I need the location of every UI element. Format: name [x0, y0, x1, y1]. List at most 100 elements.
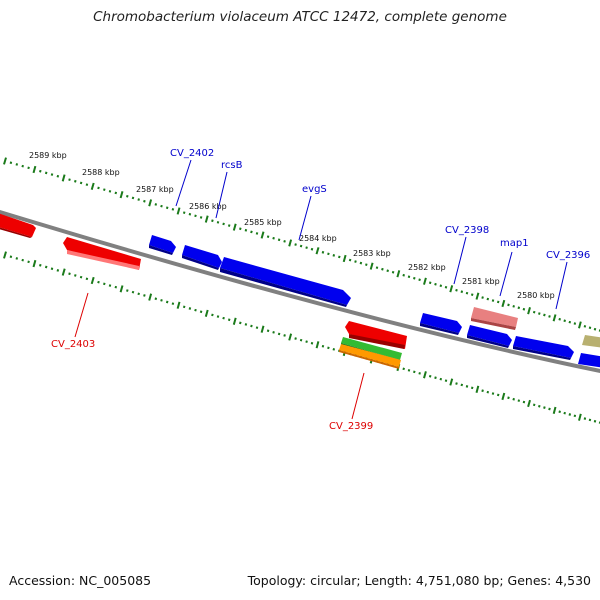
minor-tick — [455, 288, 458, 292]
gene-label-cv2396[interactable]: CV_2396 — [546, 250, 590, 261]
minor-tick — [481, 296, 484, 299]
minor-tick — [50, 173, 54, 176]
gene-cv2396-arrow[interactable] — [513, 336, 574, 360]
minor-tick — [593, 419, 597, 423]
minor-tick — [272, 236, 275, 240]
leader-cv2403 — [74, 292, 89, 338]
gene-label-map1[interactable]: map1 — [500, 238, 529, 249]
major-tick — [396, 270, 401, 278]
minor-tick — [512, 305, 515, 308]
minor-tick — [338, 255, 341, 259]
minor-tick — [588, 418, 592, 422]
minor-tick — [188, 212, 192, 216]
minor-tick — [250, 324, 253, 328]
minor-tick — [137, 292, 140, 296]
minor-tick — [137, 198, 140, 201]
minor-tick — [460, 290, 464, 294]
minor-tick — [294, 243, 297, 246]
scale-label-2585: 2585 kbp — [244, 218, 282, 227]
minor-tick — [56, 174, 60, 178]
major-tick — [204, 309, 209, 317]
scale-label-2580: 2580 kbp — [517, 291, 555, 300]
minor-tick — [496, 393, 500, 397]
major-tick — [32, 259, 37, 268]
minor-tick — [593, 327, 597, 331]
minor-tick — [522, 307, 526, 311]
gene-cv2402-arrow[interactable] — [149, 235, 176, 255]
minor-tick — [543, 313, 546, 317]
major-tick — [232, 317, 237, 325]
gene-cv2403-arrow[interactable] — [63, 237, 141, 270]
leader-cv2399 — [351, 372, 365, 420]
gene-map1-arrow[interactable] — [471, 307, 518, 330]
minor-tick — [310, 247, 314, 251]
minor-tick — [194, 308, 197, 312]
gene-label-cv2398[interactable]: CV_2398 — [445, 225, 489, 236]
minor-tick — [114, 191, 118, 195]
minor-tick — [512, 397, 515, 401]
minor-tick — [126, 289, 129, 292]
major-tick — [176, 301, 181, 309]
gene-evgs-arrow[interactable] — [220, 257, 351, 307]
major-tick — [288, 239, 293, 247]
minor-tick — [21, 164, 24, 168]
minor-tick — [407, 275, 411, 279]
minor-tick — [310, 341, 314, 345]
minor-tick — [143, 294, 146, 297]
major-tick — [369, 262, 374, 270]
minor-tick — [548, 315, 551, 318]
minor-tick — [160, 204, 163, 208]
minor-tick — [211, 219, 214, 223]
major-tick — [552, 406, 557, 414]
gene-label-cv2402[interactable]: CV_2402 — [170, 148, 214, 159]
minor-tick — [85, 277, 89, 281]
minor-tick — [588, 326, 592, 330]
minor-tick — [222, 316, 225, 320]
gene-label-cv2399[interactable]: CV_2399 — [329, 421, 373, 432]
gene-cv2399-rrna-orange[interactable] — [339, 344, 401, 369]
gene-cv2397-arrow[interactable] — [467, 325, 512, 348]
minor-tick — [391, 270, 395, 274]
minor-tick — [568, 413, 572, 416]
gene-label-cv2403[interactable]: CV_2403 — [51, 339, 95, 350]
leader-evgs — [298, 195, 312, 241]
minor-tick — [348, 258, 352, 262]
gene-cv2395-arrow[interactable] — [582, 335, 600, 348]
gene-cv2404-arrow[interactable] — [0, 212, 36, 238]
minor-tick — [543, 406, 546, 409]
gene-label-evgs[interactable]: evgS — [302, 184, 327, 195]
leader-cv2398 — [453, 236, 467, 285]
gene-cv2398-arrow[interactable] — [420, 313, 462, 335]
minor-tick — [9, 255, 13, 259]
minor-tick — [79, 275, 83, 279]
scale-label-2587: 2587 kbp — [136, 185, 174, 194]
forward-strand-genes — [149, 235, 600, 368]
major-tick — [475, 385, 480, 393]
major-tick — [315, 247, 320, 255]
major-tick — [260, 231, 265, 239]
gene-label-rcsb[interactable]: rcsB — [221, 160, 243, 171]
minor-tick — [532, 403, 536, 407]
genome-title: Chromobacterium violaceum ATCC 12472, co… — [93, 9, 507, 25]
reverse-strand-genes — [0, 212, 407, 369]
major-tick — [449, 378, 454, 386]
minor-tick — [491, 299, 495, 302]
minor-tick — [182, 211, 186, 214]
minor-tick — [428, 281, 432, 285]
major-tick — [578, 413, 582, 421]
gene-rcsb-arrow[interactable] — [182, 245, 222, 270]
minor-tick — [266, 235, 270, 238]
minor-tick — [486, 390, 490, 394]
minor-tick — [332, 254, 336, 257]
minor-tick — [222, 222, 225, 226]
minor-tick — [15, 257, 19, 260]
minor-tick — [68, 272, 71, 276]
gene-labels: CV_2402 rcsB evgS CV_2398 map1 CV_2396 C… — [51, 148, 590, 432]
gene-cv2394-arrow[interactable] — [578, 353, 600, 368]
minor-tick — [131, 290, 135, 294]
gene-cv2400-arrow[interactable] — [345, 321, 407, 349]
minor-tick — [194, 214, 197, 218]
minor-tick — [85, 183, 89, 186]
minor-tick — [294, 337, 297, 340]
